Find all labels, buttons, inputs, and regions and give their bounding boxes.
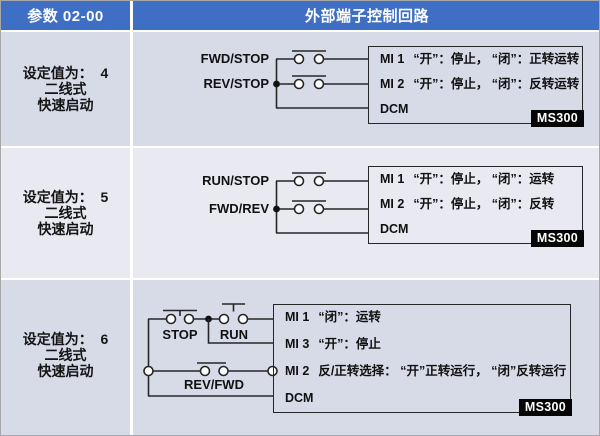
setting-cell-6: 设定值为： 6 二线式 快速启动 [1, 280, 130, 435]
switch-contact-icon [313, 175, 325, 187]
terminal-name: MI 2 [285, 364, 310, 378]
terminal-desc: 反/正转选择： “开”正转运行， “闭”反转运行 [318, 364, 567, 378]
terminal-name: DCM [380, 222, 409, 236]
switch-contact-icon [293, 53, 305, 65]
setting-value-text: 设定值为： 4 [22, 65, 109, 81]
switch-contact-icon [313, 203, 325, 215]
mi3-branch-wire [207, 319, 273, 344]
header-param-cell: 参数 02-00 [1, 1, 130, 30]
terminal-box: MI 1 “开”：停止， “闭”：正转运转 MI 2 “开”：停止， “闭”：反… [368, 46, 584, 127]
wire-label-rev-fwd: REV/FWD [184, 377, 244, 392]
terminal-desc: “开”：停止， “闭”：反转运转 [413, 77, 580, 91]
terminal-name: MI 1 [285, 310, 310, 324]
terminal-desc: “开”：停止， “闭”：正转运转 [413, 52, 580, 66]
terminal-row: MI 2 反/正转选择： “开”正转运行， “闭”反转运行 [285, 364, 567, 379]
terminal-name: MI 2 [380, 197, 405, 211]
setting-mode-text: 二线式 [44, 81, 87, 97]
terminal-row: MI 2 “开”：停止， “闭”：反转 [380, 197, 576, 212]
setting-cell-5: 设定值为： 5 二线式 快速启动 [1, 148, 130, 278]
switch-contact-icon [313, 78, 325, 90]
terminal-name: MI 1 [380, 172, 405, 186]
terminal-name: MI 2 [380, 77, 405, 91]
terminal-row: DCM [380, 102, 576, 117]
terminal-row: MI 1 “开”：停止， “闭”：正转运转 [380, 52, 580, 67]
ms300-badge: MS300 [530, 230, 584, 247]
terminal-row: DCM [285, 391, 564, 406]
terminal-box: MI 1 “闭”：运转 MI 3 “开”：停止 MI 2 反/正转选择： “开”… [273, 304, 572, 416]
terminal-desc: “开”：停止， “闭”：反转 [413, 197, 555, 211]
terminal-desc: “开”：停止， “闭”：运转 [413, 172, 555, 186]
wire-label-run: RUN [219, 327, 249, 342]
terminal-name: MI 1 [380, 52, 405, 66]
page-title: 外部端子控制回路 [304, 8, 429, 25]
junction-dot [273, 80, 280, 88]
open-terminal-icon [267, 365, 278, 377]
switch-contact-icon [293, 203, 305, 215]
setting-feature-text: 快速启动 [37, 362, 94, 379]
terminal-row: MI 1 “开”：停止， “闭”：运转 [380, 172, 576, 187]
terminal-row: DCM [380, 222, 576, 237]
param-label: 参数 02-00 [27, 8, 104, 25]
ms300-badge: MS300 [518, 399, 572, 416]
header-row-background [1, 1, 599, 30]
terminal-name: MI 3 [285, 337, 310, 351]
setting-feature-text: 快速启动 [37, 221, 94, 237]
ms300-badge: MS300 [530, 110, 584, 127]
header-title-cell: 外部端子控制回路 [133, 1, 599, 30]
wire-label-rev-stop: REV/STOP [203, 76, 269, 91]
terminal-box: MI 1 “开”：停止， “闭”：运转 MI 2 “开”：停止， “闭”：反转 … [368, 166, 584, 247]
row-3-background [1, 280, 599, 435]
setting-feature-text: 快速启动 [37, 97, 94, 113]
stop-button-icon [163, 309, 197, 325]
setting-mode-text: 二线式 [44, 346, 87, 363]
junction-dot [273, 205, 280, 213]
setting-cell-4: 设定值为： 4 二线式 快速启动 [1, 32, 130, 146]
row3-wiring [143, 303, 278, 397]
switch-contact-icon [293, 78, 305, 90]
terminal-desc: “闭”：运转 [318, 310, 381, 324]
switch-contact-icon [313, 53, 325, 65]
terminal-row: MI 3 “开”：停止 [285, 337, 564, 352]
column-divider [130, 1, 133, 435]
terminal-row: MI 1 “闭”：运转 [285, 310, 564, 325]
wire-label-fwd-rev: FWD/REV [209, 201, 269, 216]
setting-mode-text: 二线式 [44, 205, 87, 221]
wire-label-fwd-stop: FWD/STOP [200, 51, 269, 66]
revfwd-switch-icon [197, 362, 229, 377]
wire-label-stop: STOP [162, 327, 198, 342]
run-button-icon [218, 303, 249, 325]
row1-wiring [273, 50, 368, 109]
switch-contact-icon [293, 175, 305, 187]
setting-value-text: 设定值为： 5 [22, 189, 109, 205]
terminal-row: MI 2 “开”：停止， “闭”：反转运转 [380, 77, 580, 92]
setting-value-text: 设定值为： 6 [22, 330, 109, 347]
terminal-desc: “开”：停止 [318, 337, 381, 351]
terminal-name: DCM [285, 391, 314, 405]
row2-wiring [273, 172, 368, 234]
terminal-name: DCM [380, 102, 409, 116]
wire-label-run-stop: RUN/STOP [202, 173, 269, 188]
open-terminal-icon [143, 365, 154, 377]
